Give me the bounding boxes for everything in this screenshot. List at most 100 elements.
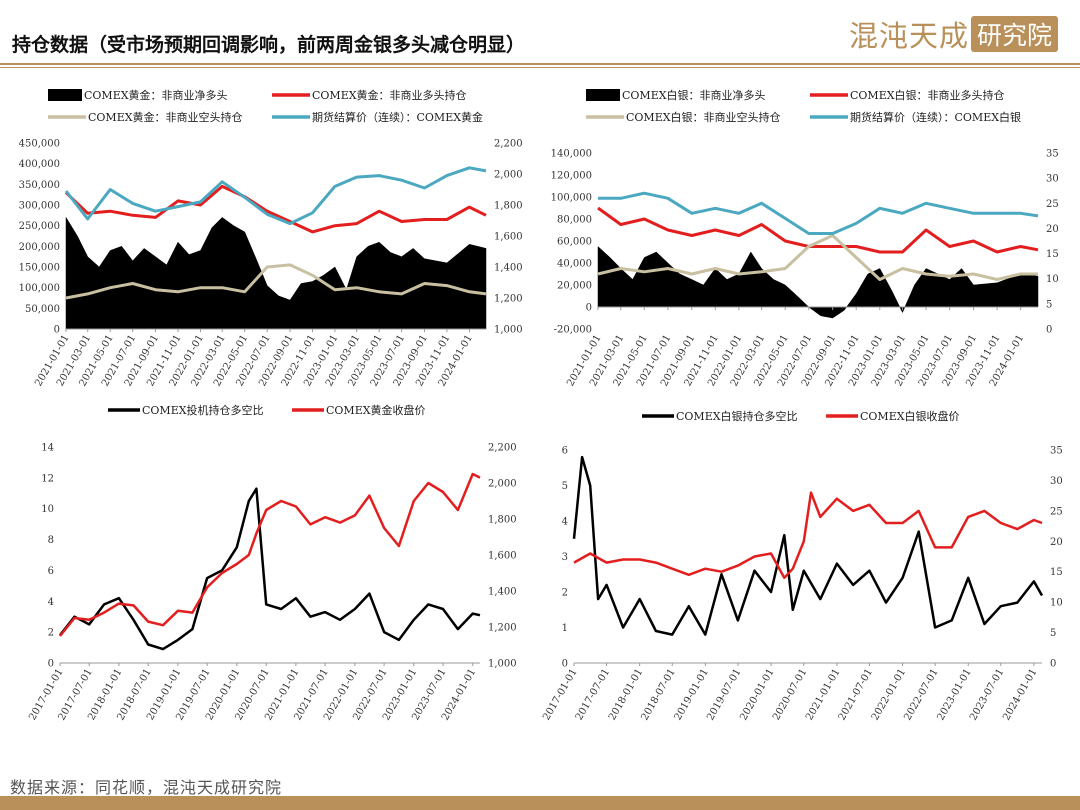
- silver_ratio-ytick-label: 4: [562, 517, 568, 528]
- silver_positions-ytick-label: 60,000: [557, 237, 592, 248]
- gold_ratio-ytick-label: 0: [48, 659, 54, 670]
- gold_positions-y2tick-label: 1,600: [494, 232, 523, 243]
- silver_ratio-legend-label: COMEX白银收盘价: [860, 409, 960, 423]
- gold_ratio-y2tick-label: 1,000: [488, 659, 517, 670]
- gold_ratio-y2tick-label: 1,600: [488, 551, 517, 562]
- gold_positions-ytick-label: 200,000: [19, 242, 60, 253]
- silver_ratio-xtick-label: 2019-01-01: [673, 667, 711, 722]
- gold_ratio-ytick-label: 12: [41, 473, 54, 484]
- gold_positions-y2tick-label: 2,200: [494, 139, 523, 150]
- silver_ratio-y2tick-label: 30: [1050, 476, 1063, 487]
- silver_ratio-xtick-label: 2017-01-01: [541, 667, 579, 722]
- gold_ratio-ytick-label: 6: [48, 566, 54, 577]
- silver_ratio-series-0-line: [572, 455, 1044, 636]
- gold_ratio-ytick-label: 2: [48, 628, 54, 639]
- silver_positions-y2tick-label: 35: [1046, 149, 1059, 160]
- gold_ratio-ytick-label: 4: [48, 597, 54, 608]
- silver_positions-ytick-label: 100,000: [551, 193, 592, 204]
- silver_positions-y2tick-label: 10: [1046, 274, 1059, 285]
- silver_ratio-series-1-line: [573, 491, 1043, 580]
- gold_ratio-ytick-label: 14: [41, 443, 54, 454]
- gold_positions-y2tick-label: 1,200: [494, 294, 523, 305]
- silver_positions-ytick-label: 20,000: [557, 281, 592, 292]
- silver_positions-legend-label: 期货结算价（连续）：COMEX白银: [850, 110, 1021, 124]
- silver_positions-ytick-label: 40,000: [557, 259, 592, 270]
- silver_ratio-ytick-label: 0: [562, 659, 568, 670]
- gold_positions-y2tick-label: 1,800: [494, 201, 523, 212]
- gold_ratio-legend-label: COMEX投机持仓多空比: [142, 403, 264, 417]
- data-source: 数据来源：同花顺，混沌天成研究院: [10, 778, 283, 797]
- silver_positions-legend-label: COMEX白银：非商业空头持仓: [626, 110, 781, 124]
- gold_positions-ytick-label: 400,000: [19, 159, 60, 170]
- gold_ratio-y2tick-label: 2,000: [488, 479, 517, 490]
- gold_positions-series-2-line: [65, 263, 487, 300]
- gold_ratio-ytick-label: 10: [41, 504, 54, 515]
- gold_ratio-ytick-label: 8: [48, 535, 54, 546]
- gold_positions-ytick-label: 450,000: [19, 139, 60, 150]
- gold_ratio-legend-label: COMEX黄金收盘价: [326, 403, 426, 417]
- silver_positions-y2tick-label: 25: [1046, 199, 1059, 210]
- silver_positions-ytick-label: 140,000: [551, 149, 592, 160]
- gold_ratio-y2tick-label: 1,200: [488, 623, 517, 634]
- silver_positions-series-2-line: [597, 234, 1038, 281]
- gold_positions-series-0-area: [65, 216, 487, 330]
- silver_ratio-y2tick-label: 5: [1050, 628, 1056, 639]
- gold_positions-legend-swatch: [48, 89, 82, 101]
- silver_ratio-xtick-label: 2023-01-01: [935, 667, 973, 722]
- gold_positions-series-1-line: [64, 184, 487, 234]
- silver_positions-series-3-line: [598, 191, 1039, 235]
- silver_positions-y2tick-label: 20: [1046, 224, 1059, 235]
- gold_positions-ytick-label: 350,000: [19, 180, 60, 191]
- silver_ratio-xtick-label: 2019-07-01: [705, 667, 743, 722]
- gold_positions-ytick-label: 0: [54, 325, 60, 336]
- silver_ratio-xtick-label: 2024-01-01: [1001, 667, 1039, 722]
- silver_ratio-xtick-label: 2020-07-01: [771, 667, 809, 722]
- silver_ratio-y2tick-label: 0: [1050, 659, 1056, 670]
- silver_ratio-xtick-label: 2021-01-01: [804, 667, 842, 722]
- silver_positions-ytick-label: 120,000: [551, 171, 592, 182]
- silver_ratio-xtick-label: 2017-07-01: [574, 667, 612, 722]
- gold_ratio-y2tick-label: 1,400: [488, 587, 517, 598]
- silver_positions-y2tick-label: 0: [1046, 325, 1052, 336]
- page-title: 持仓数据（受市场预期回调影响，前两周金银多头减仓明显）: [12, 34, 526, 56]
- gold_ratio-series-0-line: [59, 487, 481, 651]
- silver_ratio-y2tick-label: 35: [1050, 446, 1063, 457]
- footer-bar: [0, 796, 1080, 810]
- silver_ratio-ytick-label: 2: [562, 588, 568, 599]
- silver_ratio-ytick-label: 1: [562, 623, 568, 634]
- silver_positions-y2tick-label: 5: [1046, 299, 1052, 310]
- silver_ratio-legend-label: COMEX白银持仓多空比: [676, 409, 798, 423]
- gold_positions-legend-label: COMEX黄金：非商业净多头: [84, 88, 228, 102]
- gold_positions-legend-label: COMEX黄金：非商业空头持仓: [88, 110, 243, 124]
- gold_ratio-y2tick-label: 1,800: [488, 515, 517, 526]
- gold_positions-ytick-label: 250,000: [19, 221, 60, 232]
- silver_ratio-ytick-label: 5: [562, 481, 568, 492]
- silver_positions-ytick-label: -20,000: [554, 325, 592, 336]
- silver_ratio-y2tick-label: 20: [1050, 537, 1063, 548]
- silver_positions-legend-label: COMEX白银：非商业净多头: [622, 88, 766, 102]
- silver_positions-ytick-label: 80,000: [557, 215, 592, 226]
- header-rule-top: [0, 63, 1080, 65]
- silver_ratio-xtick-label: 2020-01-01: [738, 667, 776, 722]
- silver_ratio-xtick-label: 2018-01-01: [607, 667, 645, 722]
- logo-boxed-text: 研究院: [970, 16, 1058, 52]
- gold_positions-y2tick-label: 1,000: [494, 325, 523, 336]
- silver_ratio-y2tick-label: 10: [1050, 598, 1063, 609]
- silver_positions-y2tick-label: 30: [1046, 174, 1059, 185]
- silver_ratio-ytick-label: 6: [562, 446, 568, 457]
- gold_ratio-series-1-line: [59, 472, 481, 637]
- gold_positions-ytick-label: 300,000: [19, 201, 60, 212]
- silver_positions-legend-label: COMEX白银：非商业多头持仓: [850, 88, 1005, 102]
- gold_positions-ytick-label: 50,000: [25, 304, 60, 315]
- silver_ratio-xtick-label: 2021-07-01: [837, 667, 875, 722]
- silver_positions-series-1-line: [597, 206, 1039, 254]
- silver_positions-legend-swatch: [586, 89, 620, 101]
- silver_ratio-xtick-label: 2018-07-01: [639, 667, 677, 722]
- gold_positions-y2tick-label: 1,400: [494, 263, 523, 274]
- gold_ratio-y2tick-label: 2,200: [488, 443, 517, 454]
- silver_positions-ytick-label: 0: [586, 303, 592, 314]
- silver_ratio-xtick-label: 2022-07-01: [902, 667, 940, 722]
- logo-text: 混沌天成: [848, 19, 969, 53]
- gold_positions-legend-label: COMEX黄金：非商业多头持仓: [312, 88, 467, 102]
